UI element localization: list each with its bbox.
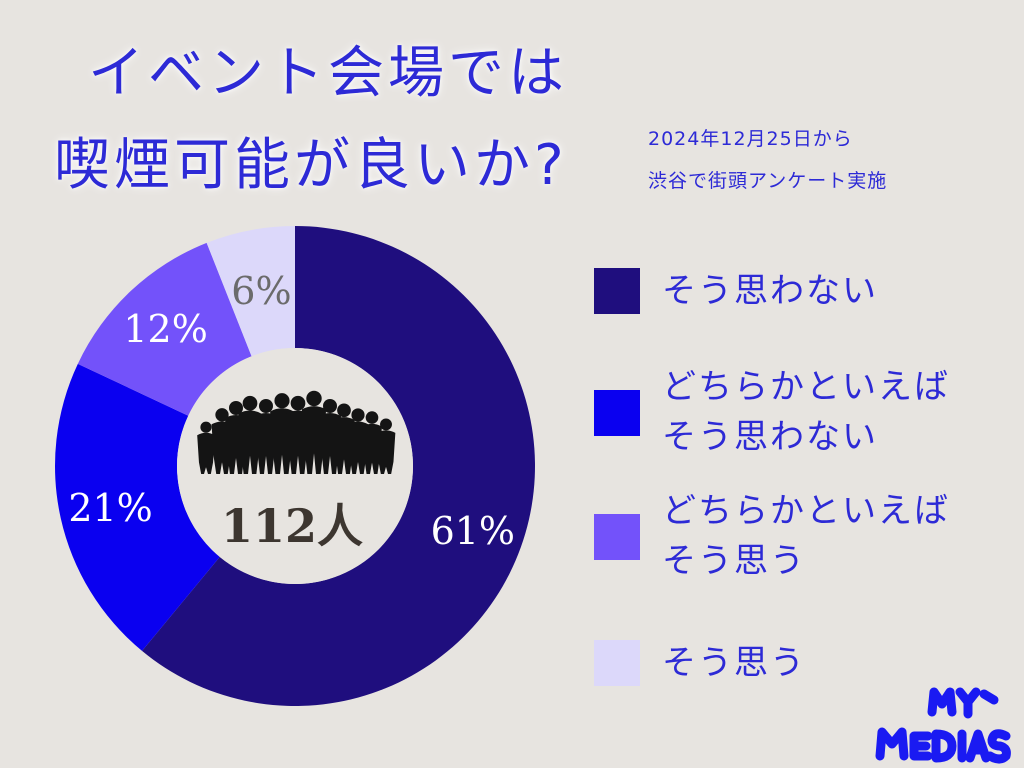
chart-title-line-2: 喫煙可能が良いか? (54, 133, 568, 198)
donut-slice (206, 226, 295, 357)
legend-label: どちらかといえば そう思わない (662, 362, 950, 462)
legend-swatch (594, 268, 640, 314)
legend-label-line: そう思う (662, 643, 806, 683)
survey-date-note: 2024年12月25日から (648, 128, 853, 150)
legend-label-line: どちらかといえば (662, 367, 950, 407)
survey-location-note: 渋谷で街頭アンケート実施 (648, 170, 888, 192)
donut-slice (142, 226, 536, 706)
center-total-label: 112人 (221, 499, 363, 553)
slice-percent-label: 61% (431, 509, 515, 553)
slice-labels: 61% 21% 12% 6% (68, 269, 515, 553)
legend-swatch (594, 640, 640, 686)
legend-label-line: そう思わない (662, 417, 878, 457)
legend-label-line: どちらかといえば (662, 491, 950, 531)
slice-percent-label: 12% (123, 307, 207, 351)
chart-title-line-1: イベント会場では (88, 41, 568, 106)
donut-slices (55, 226, 536, 706)
legend-label-line: そう思う (662, 541, 806, 581)
slice-percent-label: 21% (68, 486, 152, 530)
legend-label-line: そう思わない (662, 271, 878, 311)
legend-swatch (594, 390, 640, 436)
crowd-silhouette-icon (197, 390, 396, 474)
donut-slice (55, 363, 220, 651)
legend-swatch (594, 514, 640, 560)
my-medias-logo (875, 687, 1011, 764)
legend-label: そう思わない (662, 266, 878, 316)
donut-chart: 112人 61% 21% 12% 6% (55, 226, 536, 706)
slice-percent-label: 6% (231, 269, 291, 313)
legend-label: そう思う (662, 638, 806, 688)
legend-label: どちらかといえば そう思う (662, 486, 950, 586)
donut-slice (77, 242, 252, 416)
